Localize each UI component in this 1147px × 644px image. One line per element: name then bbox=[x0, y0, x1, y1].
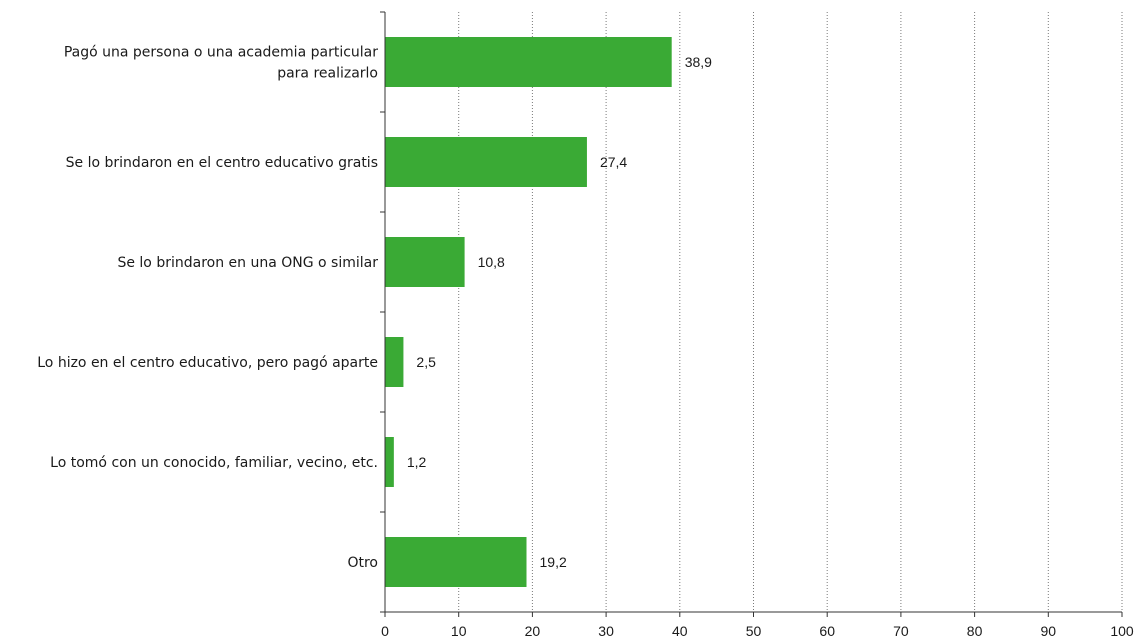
data-label-5: 19,2 bbox=[540, 554, 567, 570]
grid-lines bbox=[458, 12, 1123, 612]
data-label-1: 27,4 bbox=[600, 154, 627, 170]
labels: 0 10 20 30 40 50 60 70 80 90 100 38,9 Pagó una perso… bbox=[37, 45, 1134, 640]
category-label-4: Lo tomó con un conocido, familiar, vecin… bbox=[50, 455, 378, 471]
bar-5 bbox=[385, 537, 527, 587]
x-tick-label-60: 60 bbox=[819, 623, 835, 639]
data-label-2: 10,8 bbox=[478, 254, 505, 270]
bar-4 bbox=[385, 437, 394, 487]
bar-3 bbox=[385, 337, 404, 387]
x-tick-label-70: 70 bbox=[893, 623, 909, 639]
data-label-4: 1,2 bbox=[407, 454, 427, 470]
bar-2 bbox=[385, 237, 465, 287]
category-label-5: Otro bbox=[347, 555, 378, 571]
x-tick-label-10: 10 bbox=[451, 623, 467, 639]
x-tick-label-50: 50 bbox=[746, 623, 762, 639]
category-label-line: Lo tomó con un conocido, familiar, vecin… bbox=[50, 455, 378, 471]
x-tick-label-40: 40 bbox=[672, 623, 688, 639]
category-label-2: Se lo brindaron en una ONG o similar bbox=[117, 255, 378, 271]
category-label-line: Se lo brindaron en una ONG o similar bbox=[117, 255, 378, 271]
category-label-line: para realizarlo bbox=[277, 66, 378, 82]
category-label-3: Lo hizo en el centro educativo, pero pag… bbox=[37, 355, 378, 371]
x-tick-label-0: 0 bbox=[381, 623, 389, 639]
category-label-line: Se lo brindaron en el centro educativo g… bbox=[66, 155, 378, 171]
category-label-1: Se lo brindaron en el centro educativo g… bbox=[66, 155, 378, 171]
x-tick-label-30: 30 bbox=[598, 623, 614, 639]
data-label-0: 38,9 bbox=[685, 54, 712, 70]
x-tick-label-80: 80 bbox=[967, 623, 983, 639]
axes bbox=[380, 11, 1123, 617]
category-label-line: Pagó una persona o una academia particul… bbox=[64, 45, 378, 61]
x-tick-label-100: 100 bbox=[1110, 623, 1134, 639]
x-tick-label-20: 20 bbox=[525, 623, 541, 639]
bar-0 bbox=[385, 37, 672, 87]
category-label-line: Otro bbox=[347, 555, 378, 571]
bar-1 bbox=[385, 137, 587, 187]
x-tick-label-90: 90 bbox=[1041, 623, 1057, 639]
category-label-0: Pagó una persona o una academia particul… bbox=[64, 45, 378, 82]
bars bbox=[385, 37, 672, 587]
data-label-3: 2,5 bbox=[416, 354, 436, 370]
category-label-line: Lo hizo en el centro educativo, pero pag… bbox=[37, 355, 378, 371]
